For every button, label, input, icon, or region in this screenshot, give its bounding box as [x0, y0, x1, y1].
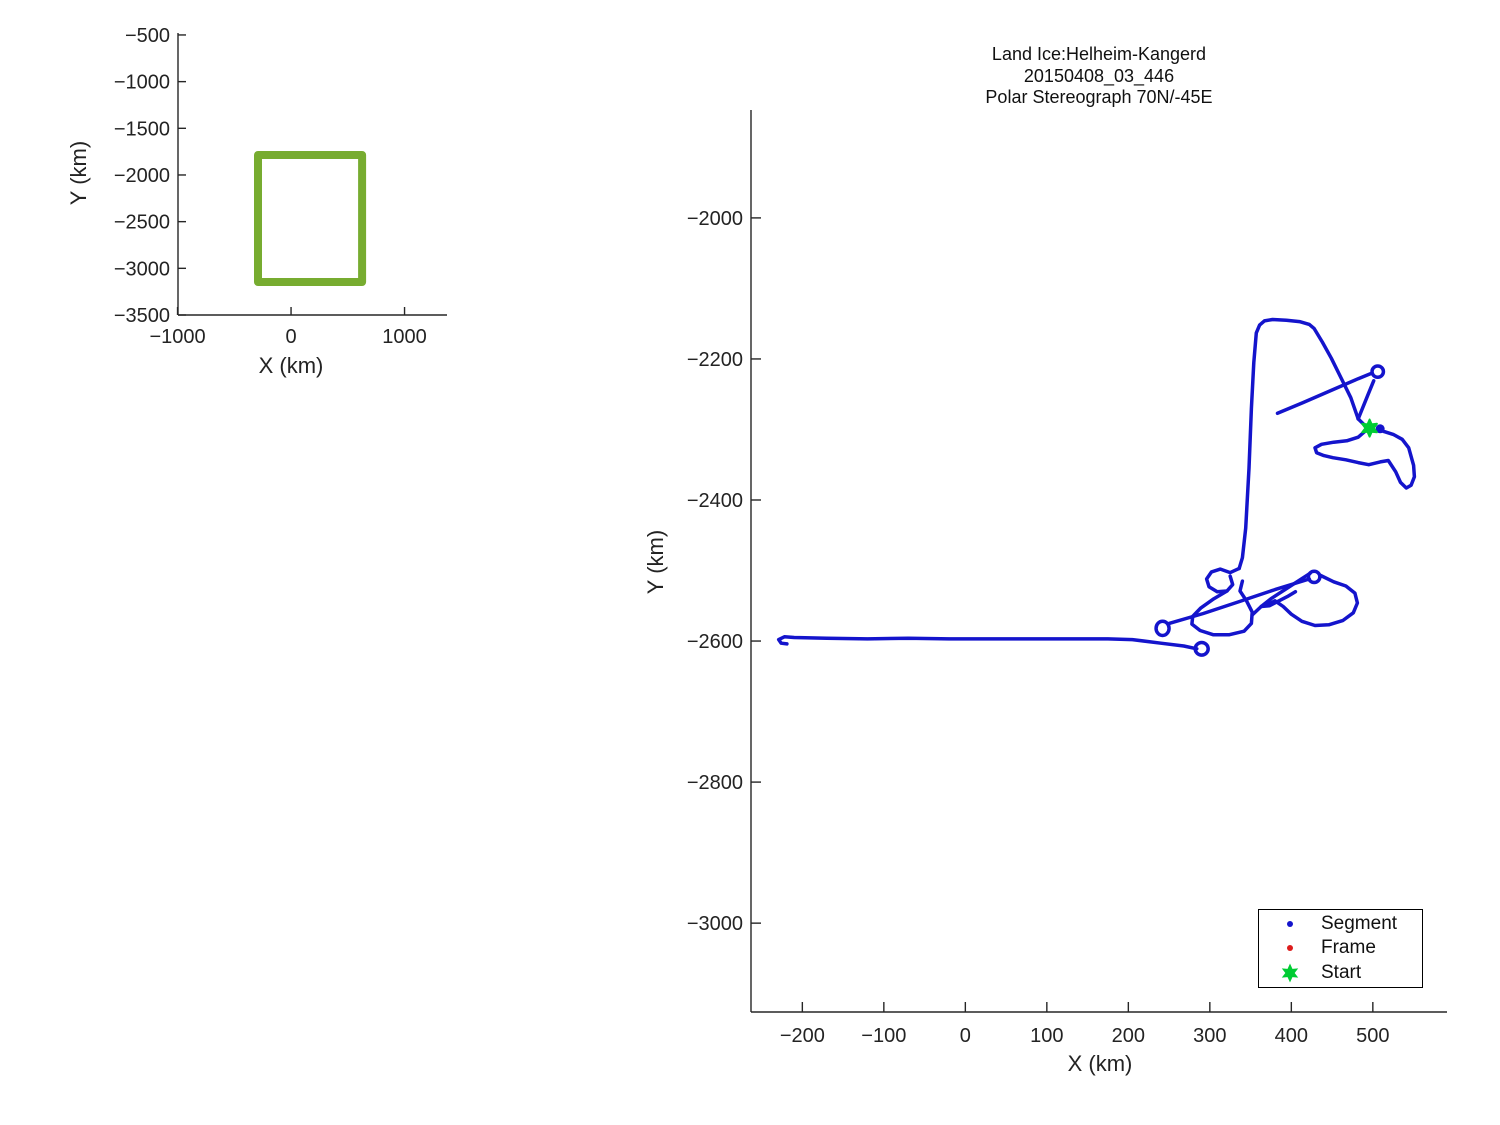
overview-x-tick-label: 0 [285, 326, 296, 348]
overview-y-tick-label: −1000 [114, 72, 170, 94]
main-x-tick-label: 500 [1356, 1025, 1389, 1047]
main-y-tick-label: −2800 [687, 772, 743, 794]
flight-path-cluster-inner-loop [1204, 566, 1241, 594]
main-x-tick-label: 300 [1193, 1025, 1226, 1047]
overview-y-tick-label: −500 [125, 25, 170, 47]
main-y-tick-label: −2400 [687, 490, 743, 512]
legend-item-segment: Segment [1259, 912, 1422, 936]
main-x-tick-label: −100 [861, 1025, 906, 1047]
main-y-tick-label: −3000 [687, 913, 743, 935]
start-hexagram-icon [1259, 963, 1321, 983]
legend-label-segment: Segment [1321, 913, 1398, 935]
flight-path-wedge-return [1259, 571, 1312, 609]
frame-dot-icon [1259, 939, 1321, 957]
main-x-tick-label: 0 [960, 1025, 971, 1047]
flight-path-line-end-loop [1193, 640, 1210, 657]
main-x-tick-label: 100 [1030, 1025, 1063, 1047]
flight-path-east-west-line [776, 635, 1199, 651]
title-line-2: 20150408_03_446 [1023, 65, 1175, 86]
main-y-tick-label: −2000 [687, 208, 743, 230]
flight-path-foot-corner-loop [1306, 569, 1322, 585]
title-line-1: Land Ice:Helheim-Kangerd [991, 44, 1207, 64]
main-y-tick-label: −2200 [687, 349, 743, 371]
overview-y-tick-label: −1500 [114, 118, 170, 140]
flight-path-turn-loop-west [1154, 619, 1171, 638]
start-marker [1361, 418, 1378, 438]
main-x-tick-label: 400 [1275, 1025, 1308, 1047]
overview-y-tick-label: −2500 [114, 212, 170, 234]
legend-item-start: Start [1259, 961, 1422, 985]
main-y-tick-label: −2600 [687, 631, 743, 653]
legend: Segment Frame Start [1258, 909, 1423, 988]
overview-y-tick-label: −2000 [114, 165, 170, 187]
title-line-3: Polar Stereograph 70N/-45E [985, 87, 1213, 107]
legend-item-frame: Frame [1259, 936, 1422, 960]
main-plot-title: Land Ice:Helheim-Kangerd 20150408_03_446… [985, 44, 1212, 109]
flight-path-dome-and-vertical [1237, 317, 1360, 571]
main-x-tick-label: 200 [1112, 1025, 1145, 1047]
coverage-extent [254, 151, 367, 286]
flight-path-loop-to-junction [1356, 379, 1376, 421]
overview-y-axis-label: Y (km) [66, 140, 91, 206]
overview-x-tick-label: 1000 [382, 326, 427, 348]
flight-path-southeast-loop [1313, 427, 1417, 490]
flight-path-north-turn-loop [1370, 364, 1386, 379]
legend-label-frame: Frame [1321, 937, 1376, 959]
segment-dot-icon [1259, 915, 1321, 933]
overview-x-tick-label: −1000 [149, 326, 205, 348]
overview-x-axis-label: X (km) [258, 353, 324, 378]
dense-segment-dot [1375, 424, 1385, 434]
main-x-axis-label: X (km) [1067, 1051, 1133, 1076]
main-y-axis-label: Y (km) [643, 529, 668, 595]
overview-y-tick-label: −3500 [114, 305, 170, 327]
overview-y-tick-label: −3000 [114, 258, 170, 280]
flight-path-cluster-connector [1250, 604, 1263, 617]
flight-path-northeast-diagonal [1275, 372, 1373, 416]
main-x-tick-label: −200 [780, 1025, 825, 1047]
legend-label-start: Start [1321, 961, 1362, 983]
flight-path-foot-loop [1265, 573, 1360, 628]
flight-path-cluster-outline [1190, 579, 1254, 637]
